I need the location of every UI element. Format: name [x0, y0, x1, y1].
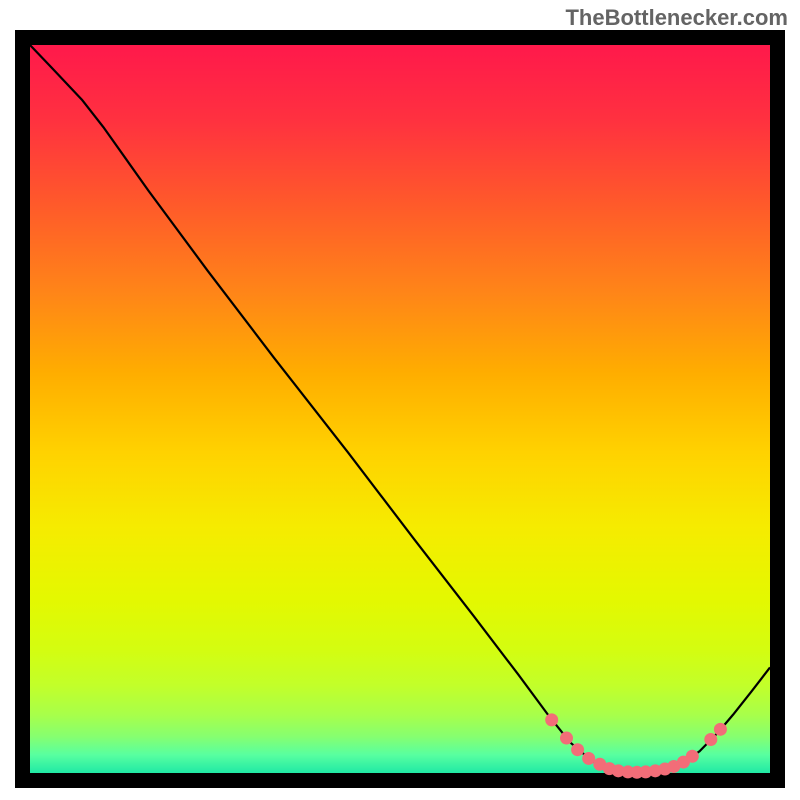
marker-point: [704, 733, 717, 746]
bottleneck-chart: [0, 0, 800, 800]
marker-point: [714, 723, 727, 736]
marker-point: [545, 713, 558, 726]
marker-point: [582, 752, 595, 765]
chart-container: TheBottlenecker.com: [0, 0, 800, 800]
chart-background: [30, 45, 770, 773]
marker-point: [571, 743, 584, 756]
marker-point: [686, 750, 699, 763]
marker-point: [560, 732, 573, 745]
watermark-text: TheBottlenecker.com: [565, 5, 788, 31]
